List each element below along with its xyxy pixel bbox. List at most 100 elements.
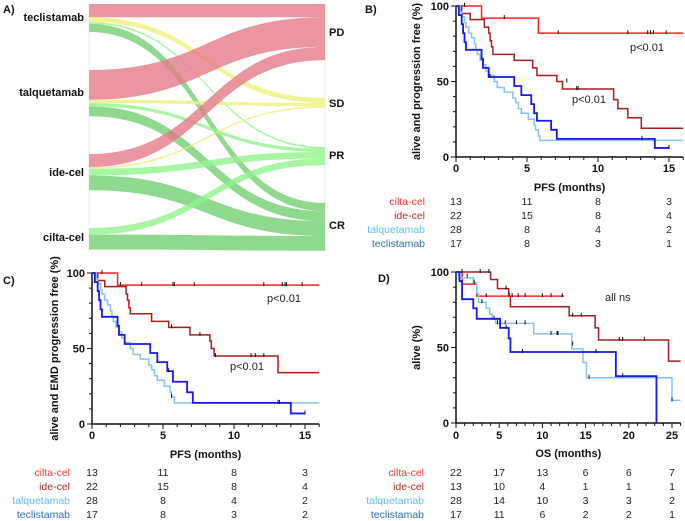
km-curve-cilta-cel — [456, 271, 564, 297]
x-tick-label: 20 — [623, 430, 635, 442]
km-curve-teclistamab — [456, 5, 669, 149]
y-tick-label: 100 — [431, 267, 449, 279]
sankey-flow-ide-cel-to-CR — [89, 175, 325, 236]
risk-table-cell: 6 — [583, 467, 589, 479]
km-curve-talquetamab — [92, 272, 320, 404]
km-curve-cilta-cel — [456, 5, 684, 34]
risk-table-cell: 3 — [666, 196, 672, 208]
risk-table-cell: 3 — [595, 238, 601, 250]
panel-label-d: D) — [378, 273, 390, 285]
risk-table-cell: 8 — [160, 509, 166, 521]
risk-table-cell: 28 — [86, 495, 98, 507]
risk-table-cell: 3 — [583, 495, 589, 507]
risk-table-cell: 4 — [539, 481, 545, 493]
y-axis-title: alive (%) — [411, 325, 423, 370]
risk-table-cell: 4 — [302, 481, 308, 493]
risk-table-cell: 13 — [537, 467, 549, 479]
x-axis-title: PFS (months) — [170, 449, 242, 461]
y-tick-label: 50 — [437, 77, 449, 89]
risk-table-cell: 17 — [450, 238, 462, 250]
sankey-flow-teclistamab-to-CR — [89, 23, 325, 212]
risk-table-cell: 11 — [522, 196, 533, 208]
risk-table-row-label: ide-cel — [394, 210, 425, 222]
risk-table-cell: 1 — [666, 238, 672, 250]
risk-table-cell: 4 — [666, 210, 672, 222]
y-tick-label: 0 — [443, 152, 449, 164]
km-curve-ide-cel — [456, 271, 681, 362]
risk-table-cell: 28 — [450, 224, 462, 236]
km-curve-teclistamab — [456, 271, 658, 423]
risk-table-cell: 8 — [595, 210, 601, 222]
risk-table-cell: 14 — [493, 495, 505, 507]
sankey-flow-talquetamab-to-PD — [89, 17, 325, 100]
y-tick-label: 50 — [73, 344, 85, 356]
sankey-flow-teclistamab-to-PD — [89, 4, 325, 18]
sankey-flow-ide-cel-to-PD — [89, 46, 325, 168]
risk-table-cell: 15 — [521, 210, 533, 222]
x-tick-label: 15 — [299, 430, 311, 442]
y-tick-label: 0 — [443, 418, 449, 430]
km-chart-c: 0 50 100 0 5 10 15 PFS (months) alive and EMD pr… — [12, 256, 320, 521]
y-tick-label: 100 — [431, 1, 449, 13]
x-tick-label: 0 — [453, 430, 459, 442]
p-value-annotation: p<0.01 — [630, 42, 664, 54]
risk-table-row-label: teclistamab — [371, 509, 424, 521]
sankey-target-label: PD — [329, 27, 344, 39]
risk-table-cell: 1 — [583, 481, 589, 493]
risk-table-cell: 6 — [539, 509, 545, 521]
risk-table-row-label: talquetamab — [12, 495, 70, 507]
y-axis-title: alive and EMD progression free (%) — [49, 256, 61, 441]
risk-table-cell: 8 — [595, 196, 601, 208]
x-tick-label: 0 — [89, 430, 95, 442]
risk-table-cell: 13 — [450, 196, 462, 208]
km-chart-b: 0 50 100 0 5 10 15 PFS (months) alive and progre… — [367, 1, 684, 250]
x-axis-title: OS (months) — [535, 448, 601, 460]
risk-table-cell: 2 — [302, 495, 308, 507]
x-axis-title: PFS (months) — [534, 182, 606, 194]
risk-table-cell: 3 — [626, 495, 632, 507]
x-tick-label: 15 — [579, 430, 591, 442]
km-curve-talquetamab — [456, 5, 684, 142]
sankey-chart: teclistamab talquetamab ide-cel cilta-cel PD… — [19, 2, 345, 252]
risk-table-cell: 17 — [493, 467, 505, 479]
km-curve-ide-cel — [92, 272, 320, 374]
risk-table-cell: 8 — [160, 495, 166, 507]
risk-table-cell: 1 — [669, 481, 675, 493]
risk-table-cell: 2 — [302, 509, 308, 521]
sankey-source-label: cilta-cel — [43, 232, 84, 244]
sankey-flow-ide-cel-to-SD — [89, 106, 325, 169]
sankey-flow-talquetamab-to-PR — [89, 103, 325, 152]
x-tick-label: 15 — [663, 163, 675, 175]
panel-label-c: C) — [3, 275, 15, 287]
risk-table-cell: 22 — [450, 210, 462, 222]
x-tick-label: 0 — [453, 163, 459, 175]
risk-table-cell: 17 — [86, 509, 98, 521]
risk-table-row-label: talquetamab — [366, 495, 424, 507]
p-value-annotation: p<0.01 — [267, 293, 301, 305]
risk-table-cell: 13 — [86, 467, 98, 479]
sankey-target-label: CR — [329, 220, 345, 232]
km-chart-d: 0 50 100 0 5 10 15 20 25 OS (months) alive (%) all … — [366, 267, 682, 521]
risk-table-row-label: ide-cel — [39, 481, 70, 493]
sankey-target-label: PR — [329, 150, 344, 162]
risk-table-cell: 13 — [450, 481, 462, 493]
risk-table-row-label: cilta-cel — [34, 467, 70, 479]
km-curve-teclistamab — [92, 272, 305, 415]
risk-table-row-label: talquetamab — [367, 224, 425, 236]
risk-table-cell: 1 — [626, 481, 632, 493]
x-tick-label: 10 — [536, 430, 548, 442]
x-tick-label: 10 — [228, 430, 240, 442]
risk-table-cell: 15 — [157, 481, 169, 493]
risk-table-cell: 2 — [669, 495, 675, 507]
risk-table-cell: 8 — [231, 467, 237, 479]
x-tick-label: 5 — [496, 430, 502, 442]
risk-table-cell: 2 — [666, 224, 672, 236]
sankey-source-label: teclistamab — [23, 12, 84, 24]
risk-table-cell: 4 — [595, 224, 601, 236]
y-axis-title: alive and progression free (%) — [411, 3, 423, 160]
km-curve-cilta-cel — [92, 272, 320, 286]
p-value-annotation: all ns — [605, 292, 631, 304]
risk-table-cell: 8 — [231, 481, 237, 493]
risk-table-cell: 2 — [626, 509, 632, 521]
risk-table-cell: 11 — [158, 467, 169, 479]
